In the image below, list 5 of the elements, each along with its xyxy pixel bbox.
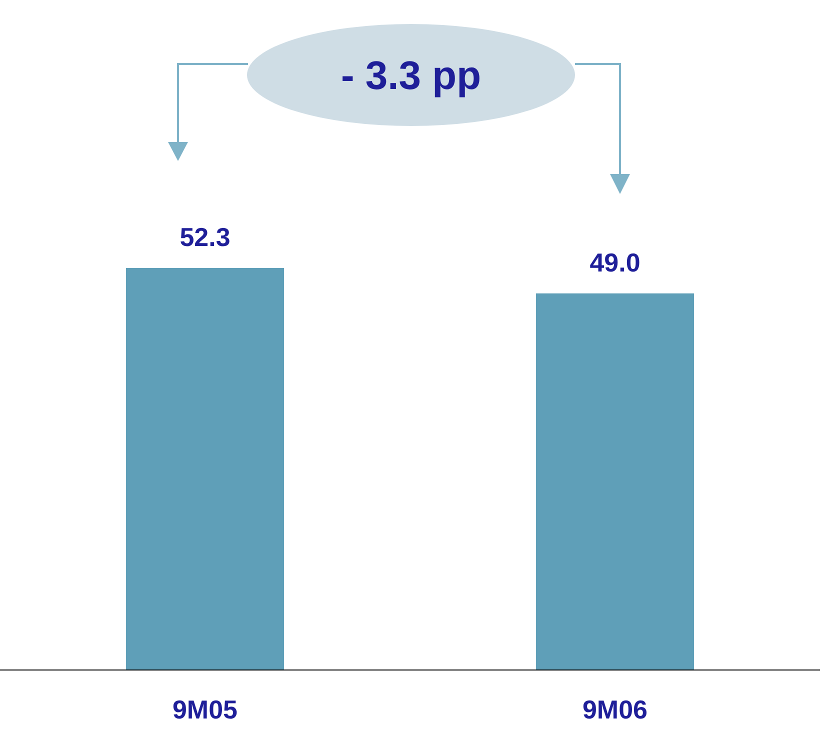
data-label: 52.3 — [180, 222, 230, 252]
text: - 3.3 pp — [340, 54, 482, 98]
data-label: 49.0 — [590, 247, 640, 278]
x-tick-label: 9M06 — [582, 694, 648, 724]
x-tick-label: 9M05 — [172, 694, 238, 724]
